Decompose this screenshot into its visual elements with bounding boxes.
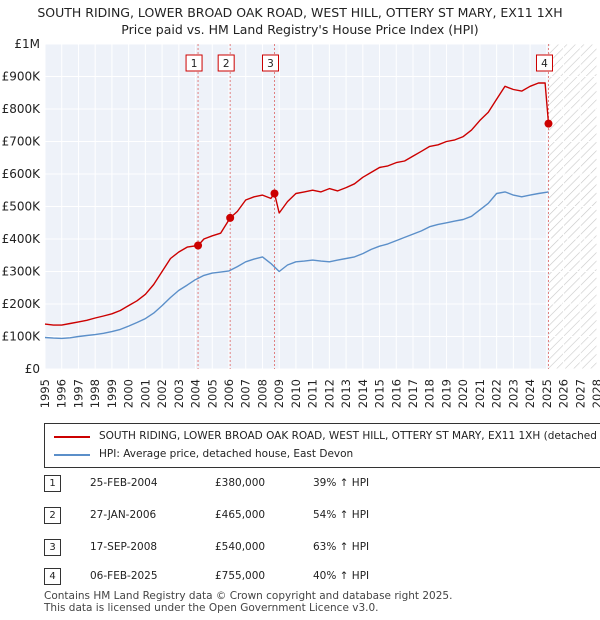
- y-tick-label: £900K: [2, 70, 42, 84]
- hpi-line: [44, 191, 549, 340]
- y-tick-label: £400K: [2, 232, 42, 246]
- sale-row: 2 27-JAN-2006 £465,000 54% ↑ HPI: [0, 507, 600, 527]
- sale-label-box: [261, 54, 279, 72]
- sale-price: £755,000: [215, 570, 266, 582]
- sale-number: 4: [44, 568, 61, 585]
- x-tick-label: 2003: [172, 379, 186, 408]
- y-tick-label: £1M: [14, 37, 40, 51]
- sale-price: £540,000: [215, 541, 266, 553]
- sale-point: [544, 119, 553, 128]
- x-tick-label: 2006: [222, 379, 236, 408]
- footer-licence: This data is licensed under the Open Gov…: [44, 602, 379, 614]
- x-tick-label: 2002: [155, 379, 169, 408]
- sale-hpi-change: 39% ↑ HPI: [313, 477, 370, 489]
- sale-label-number: 4: [541, 58, 548, 70]
- x-tick-label: 2012: [322, 379, 336, 408]
- sale-date: 27-JAN-2006: [90, 509, 157, 521]
- x-tick-label: 2020: [456, 379, 470, 408]
- x-tick-label: 2023: [506, 379, 520, 408]
- sale-number: 1: [44, 475, 61, 492]
- x-tick-label: 2021: [473, 379, 487, 408]
- sale-number: 2: [44, 507, 61, 524]
- x-tick-label: 2022: [490, 379, 504, 408]
- x-tick-label: 2025: [540, 379, 554, 408]
- y-tick-label: £500K: [2, 200, 42, 214]
- legend-swatch-hpi: [54, 454, 90, 456]
- x-tick-label: 2019: [439, 379, 453, 408]
- x-tick-label: 2010: [289, 379, 303, 408]
- sale-point: [270, 189, 279, 198]
- chart-title: SOUTH RIDING, LOWER BROAD OAK ROAD, WEST…: [37, 5, 563, 20]
- sale-label-box: [185, 54, 203, 72]
- legend-label-hpi: HPI: Average price, detached house, East…: [99, 448, 354, 460]
- sale-row: 1 25-FEB-2004 £380,000 39% ↑ HPI: [0, 475, 600, 495]
- sale-label-number: 3: [267, 58, 274, 70]
- y-tick-label: £800K: [2, 102, 42, 116]
- x-tick-label: 2015: [373, 379, 387, 408]
- x-tick-label: 1998: [88, 379, 102, 408]
- sale-hpi-change: 40% ↑ HPI: [313, 570, 370, 582]
- x-tick-label: 2001: [138, 379, 152, 408]
- x-tick-label: 2028: [590, 379, 600, 408]
- sale-row: 4 06-FEB-2025 £755,000 40% ↑ HPI: [0, 568, 600, 588]
- sale-row: 3 17-SEP-2008 £540,000 63% ↑ HPI: [0, 539, 600, 559]
- y-tick-label: £0: [25, 362, 40, 376]
- x-tick-label: 1996: [55, 379, 69, 408]
- sale-point: [226, 213, 235, 222]
- x-tick-label: 2009: [272, 379, 286, 408]
- legend-label-property: SOUTH RIDING, LOWER BROAD OAK ROAD, WEST…: [99, 430, 600, 442]
- y-tick-label: £100K: [2, 330, 42, 344]
- x-tick-label: 2014: [356, 379, 370, 408]
- x-tick-label: 1995: [38, 379, 52, 408]
- sale-label-number: 1: [191, 58, 198, 70]
- x-tick-label: 2016: [389, 379, 403, 408]
- x-tick-label: 2024: [523, 379, 537, 408]
- sale-date: 25-FEB-2004: [90, 477, 158, 489]
- sale-label-number: 2: [223, 58, 230, 70]
- price-chart: £0 £100K £200K £300K £400K £500K £600K £700K £80…: [2, 37, 600, 408]
- footer-copyright: Contains HM Land Registry data © Crown c…: [44, 590, 453, 602]
- sale-number: 3: [44, 539, 61, 556]
- x-tick-label: 2017: [406, 379, 420, 408]
- sale-label-box: [217, 54, 235, 72]
- chart-subtitle: Price paid vs. HM Land Registry's House …: [121, 22, 479, 37]
- x-tick-label: 2011: [306, 379, 320, 408]
- sale-point: [194, 241, 203, 250]
- y-tick-label: £300K: [2, 265, 42, 279]
- x-tick-label: 2007: [239, 379, 253, 408]
- sale-price: £380,000: [215, 477, 266, 489]
- x-tick-label: 2008: [255, 379, 269, 408]
- x-tick-label: 2026: [557, 379, 571, 408]
- x-tick-label: 2000: [122, 379, 136, 408]
- x-tick-label: 2027: [573, 379, 587, 408]
- y-tick-label: £700K: [2, 135, 42, 149]
- legend-swatch-property: [54, 436, 90, 438]
- x-tick-label: 2013: [339, 379, 353, 408]
- x-tick-label: 1999: [105, 379, 119, 408]
- sale-hpi-change: 54% ↑ HPI: [313, 509, 370, 521]
- y-tick-label: £600K: [2, 167, 42, 181]
- property-price-line: [44, 82, 550, 326]
- x-tick-label: 2005: [205, 379, 219, 408]
- sale-date: 06-FEB-2025: [90, 570, 158, 582]
- sale-label-box: [535, 54, 553, 72]
- x-tick-label: 1997: [71, 379, 85, 408]
- x-tick-label: 2018: [423, 379, 437, 408]
- sale-price: £465,000: [215, 509, 266, 521]
- x-tick-label: 2004: [189, 379, 203, 408]
- sale-hpi-change: 63% ↑ HPI: [313, 541, 370, 553]
- sale-date: 17-SEP-2008: [90, 541, 158, 553]
- y-tick-label: £200K: [2, 297, 42, 311]
- chart-legend: SOUTH RIDING, LOWER BROAD OAK ROAD, WEST…: [44, 423, 600, 468]
